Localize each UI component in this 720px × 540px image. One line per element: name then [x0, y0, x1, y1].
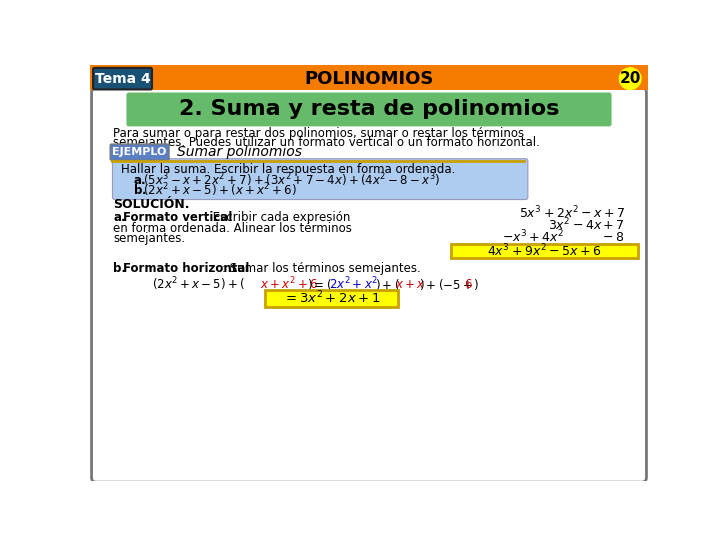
Text: $) + (-5 +$: $) + (-5 +$ [419, 276, 473, 292]
Text: $4x^3 + 9x^2 - 5x + 6$: $4x^3 + 9x^2 - 5x + 6$ [487, 243, 601, 259]
Text: $\bf{b.}$: $\bf{b.}$ [132, 183, 146, 197]
Text: $) = ($: $) = ($ [307, 276, 332, 292]
FancyBboxPatch shape [127, 92, 611, 126]
Circle shape [619, 68, 641, 90]
Text: semejantes. Puedes utilizar un formato vertical o un formato horizontal.: semejantes. Puedes utilizar un formato v… [113, 136, 540, 149]
Text: POLINOMIOS: POLINOMIOS [305, 70, 433, 87]
Text: $3x^2 - 4x + 7$: $3x^2 - 4x + 7$ [548, 217, 625, 233]
FancyBboxPatch shape [451, 244, 638, 258]
Text: en forma ordenada. Alinear los términos: en forma ordenada. Alinear los términos [113, 221, 352, 234]
Text: $= 3x^2 + 2x + 1$: $= 3x^2 + 2x + 1$ [283, 290, 380, 307]
Text: EJEMPLO: EJEMPLO [112, 147, 167, 157]
Text: $)$: $)$ [473, 276, 479, 292]
Text: SOLUCIÓN.: SOLUCIÓN. [113, 198, 190, 212]
Text: : Sumar los términos semejantes.: : Sumar los términos semejantes. [222, 262, 420, 275]
Text: 2. Suma y resta de polinomios: 2. Suma y resta de polinomios [179, 99, 559, 119]
Text: $5x^3 + 2x^2 - x + 7$: $5x^3 + 2x^2 - x + 7$ [519, 204, 625, 221]
FancyBboxPatch shape [112, 159, 528, 200]
Text: Formato vertical: Formato vertical [122, 211, 232, 224]
FancyBboxPatch shape [265, 291, 398, 307]
FancyBboxPatch shape [110, 144, 169, 160]
Text: $(2x^2 + x - 5) + (x + x^2 + 6)$: $(2x^2 + x - 5) + (x + x^2 + 6)$ [143, 181, 297, 199]
Text: $\bf{a.}$: $\bf{a.}$ [132, 174, 146, 187]
Text: $-x^3 + 4x^2 \quad\quad\quad - 8$: $-x^3 + 4x^2 \quad\quad\quad - 8$ [503, 229, 625, 246]
Text: Hallar la suma. Escribir la respuesta en forma ordenada.: Hallar la suma. Escribir la respuesta en… [121, 163, 455, 176]
Text: $6$: $6$ [464, 278, 473, 291]
Text: Formato horizontal: Formato horizontal [122, 262, 249, 275]
Bar [90, 65, 648, 90]
Text: a.: a. [113, 211, 126, 224]
Text: $x + x^2 + 6$: $x + x^2 + 6$ [261, 276, 318, 293]
Text: $(5x^3 - x + 2x^2 + 7) + (3x^2 + 7 - 4x) + (4x^2 - 8 - x^3)$: $(5x^3 - x + 2x^2 + 7) + (3x^2 + 7 - 4x)… [143, 172, 441, 189]
Text: Tema 4: Tema 4 [94, 72, 150, 86]
Text: $x + x$: $x + x$ [395, 278, 426, 291]
FancyBboxPatch shape [91, 88, 647, 482]
Text: $2x^2 + x^2$: $2x^2 + x^2$ [329, 276, 378, 293]
Text: semejantes.: semejantes. [113, 232, 185, 245]
Text: Para sumar o para restar dos polinomios, sumar o restar los términos: Para sumar o para restar dos polinomios,… [113, 127, 524, 140]
Text: b.: b. [113, 262, 126, 275]
Text: $(2x^2 + x - 5) + ($: $(2x^2 + x - 5) + ($ [152, 275, 245, 293]
Text: $) + ($: $) + ($ [375, 276, 400, 292]
Text: 20: 20 [619, 71, 641, 86]
Text: Sumar polinomios: Sumar polinomios [177, 145, 302, 159]
Text: : Escribir cada expresión: : Escribir cada expresión [204, 211, 350, 224]
FancyBboxPatch shape [93, 68, 152, 90]
